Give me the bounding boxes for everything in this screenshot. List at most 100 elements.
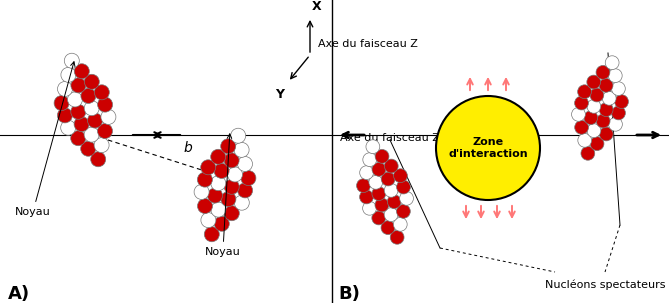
Circle shape <box>197 198 213 214</box>
Circle shape <box>224 179 240 194</box>
Text: A): A) <box>8 285 30 303</box>
Circle shape <box>587 99 601 113</box>
Circle shape <box>94 85 109 100</box>
Text: Axe du faisceau Z: Axe du faisceau Z <box>318 39 418 49</box>
Circle shape <box>81 88 96 103</box>
Text: Nucléons spectateurs: Nucléons spectateurs <box>545 280 666 291</box>
Circle shape <box>575 121 589 134</box>
Text: Axe du faisceau Z: Axe du faisceau Z <box>340 133 440 143</box>
Circle shape <box>54 95 69 111</box>
Circle shape <box>201 213 216 228</box>
Circle shape <box>231 128 246 143</box>
Circle shape <box>587 124 601 138</box>
Circle shape <box>81 141 96 156</box>
Circle shape <box>390 230 404 244</box>
Circle shape <box>241 171 256 185</box>
Circle shape <box>369 175 383 189</box>
Circle shape <box>360 166 373 180</box>
Circle shape <box>204 227 219 242</box>
Circle shape <box>214 216 229 231</box>
Circle shape <box>578 133 591 147</box>
Text: Y: Y <box>275 88 284 101</box>
Circle shape <box>98 97 112 112</box>
Text: Zone
d'interaction: Zone d'interaction <box>448 137 528 159</box>
Circle shape <box>372 162 386 176</box>
Circle shape <box>211 176 226 191</box>
Circle shape <box>366 140 380 154</box>
Circle shape <box>611 82 626 95</box>
Circle shape <box>590 137 604 151</box>
Circle shape <box>94 138 109 153</box>
Circle shape <box>68 92 82 107</box>
Circle shape <box>372 211 385 225</box>
Circle shape <box>384 183 398 197</box>
Circle shape <box>375 198 389 212</box>
Circle shape <box>74 64 89 79</box>
Circle shape <box>397 205 410 218</box>
Circle shape <box>71 131 86 146</box>
Circle shape <box>381 221 395 235</box>
Text: X: X <box>312 0 322 13</box>
Circle shape <box>581 146 595 160</box>
Circle shape <box>399 191 413 205</box>
Circle shape <box>234 142 249 157</box>
Circle shape <box>91 152 106 167</box>
Circle shape <box>599 103 613 117</box>
Circle shape <box>224 206 240 221</box>
Circle shape <box>58 108 72 123</box>
Circle shape <box>584 111 597 125</box>
Text: b: b <box>183 141 192 155</box>
Circle shape <box>397 180 410 194</box>
Circle shape <box>360 190 373 204</box>
Circle shape <box>237 183 253 198</box>
Circle shape <box>615 95 628 108</box>
Circle shape <box>608 69 622 82</box>
Circle shape <box>384 208 398 221</box>
Circle shape <box>234 195 250 210</box>
Text: Noyau: Noyau <box>205 134 241 257</box>
Circle shape <box>605 56 619 70</box>
Circle shape <box>393 218 407 231</box>
Circle shape <box>385 159 398 173</box>
Circle shape <box>596 114 610 128</box>
Circle shape <box>381 172 395 186</box>
Circle shape <box>571 108 585 121</box>
Circle shape <box>98 124 112 138</box>
Circle shape <box>596 65 610 79</box>
Circle shape <box>602 92 616 105</box>
Circle shape <box>587 75 601 89</box>
Circle shape <box>61 120 76 135</box>
Circle shape <box>211 202 226 217</box>
Text: B): B) <box>338 285 360 303</box>
Text: Noyau: Noyau <box>15 62 75 217</box>
Circle shape <box>197 172 212 187</box>
Circle shape <box>577 85 591 98</box>
Circle shape <box>61 67 76 82</box>
Circle shape <box>211 149 225 164</box>
Circle shape <box>101 109 116 125</box>
Circle shape <box>71 104 86 119</box>
Circle shape <box>64 53 80 68</box>
Circle shape <box>207 188 223 203</box>
Circle shape <box>372 187 386 201</box>
Circle shape <box>357 179 371 192</box>
Circle shape <box>363 153 377 167</box>
Circle shape <box>363 201 377 215</box>
Circle shape <box>221 191 236 207</box>
Circle shape <box>201 160 215 175</box>
Circle shape <box>58 82 72 96</box>
Circle shape <box>74 117 89 132</box>
Circle shape <box>194 185 209 199</box>
Circle shape <box>214 163 229 178</box>
Circle shape <box>84 127 99 142</box>
Circle shape <box>575 96 589 110</box>
Circle shape <box>375 149 389 163</box>
Circle shape <box>224 153 239 168</box>
Circle shape <box>84 74 99 89</box>
Circle shape <box>84 101 99 116</box>
Circle shape <box>237 156 252 171</box>
Circle shape <box>590 88 603 102</box>
Circle shape <box>227 167 242 182</box>
Circle shape <box>387 195 401 208</box>
Circle shape <box>609 117 622 131</box>
